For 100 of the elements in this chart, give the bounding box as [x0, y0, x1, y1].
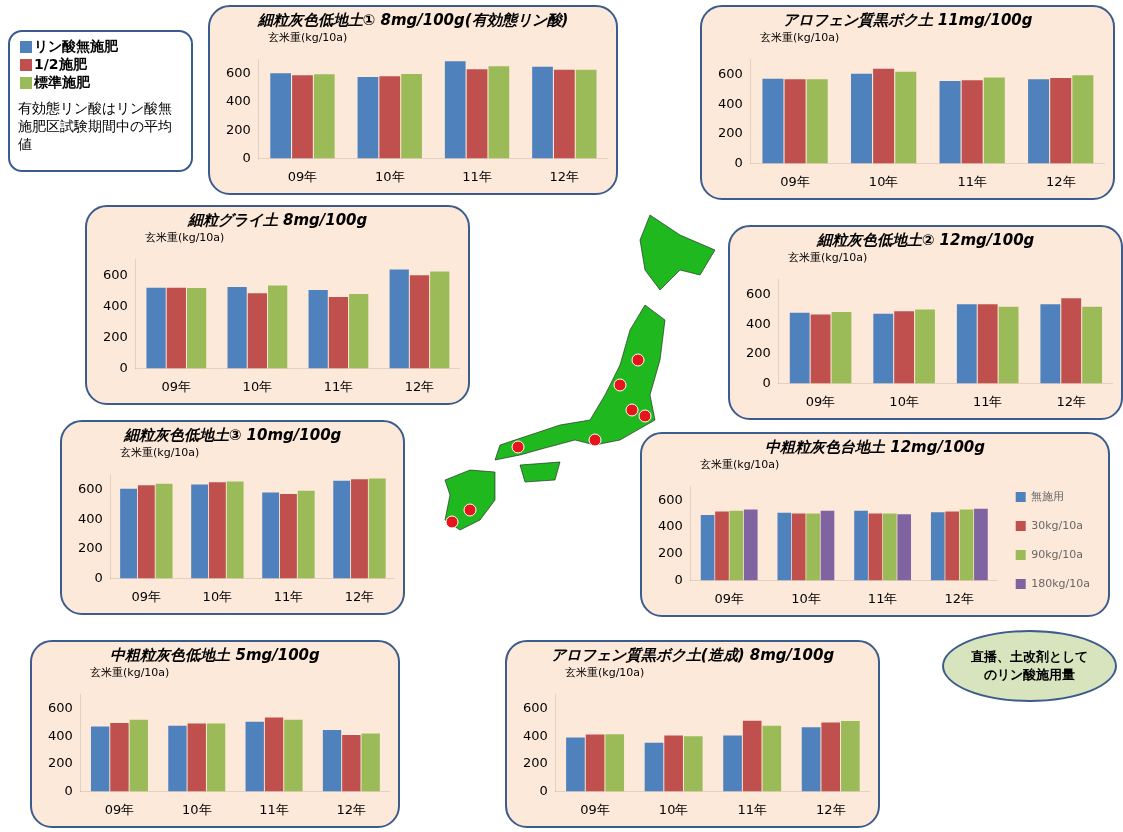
y-tick-label: 400	[717, 95, 743, 111]
bar	[292, 75, 313, 159]
bar	[322, 729, 342, 792]
y-tick-label: 200	[717, 125, 743, 141]
bar	[90, 726, 110, 792]
x-tick-label: 09年	[131, 588, 162, 604]
x-tick-label: 12年	[404, 378, 435, 394]
bar	[168, 725, 187, 792]
y-tick-label: 600	[745, 285, 771, 301]
x-tick-label: 11年	[867, 590, 898, 606]
bar	[894, 311, 915, 384]
legend-label: リン酸無施肥	[34, 38, 118, 56]
bar	[227, 286, 247, 369]
y-tick-label: 200	[657, 545, 683, 561]
bar	[801, 727, 821, 792]
x-tick-label: 12年	[815, 801, 846, 817]
bar	[762, 725, 782, 792]
bar	[308, 290, 328, 369]
bar	[841, 721, 860, 792]
y-tick-label: 0	[674, 571, 683, 587]
y-tick-label: 400	[745, 315, 771, 331]
y-tick-label: 200	[77, 540, 103, 556]
legend-label: 180kg/10a	[1031, 576, 1090, 590]
text: 直播、土改剤としてのリン酸施用量	[942, 630, 1117, 702]
y-tick-label: 200	[225, 121, 251, 137]
y-tick-label: 400	[47, 727, 73, 743]
bar	[186, 288, 207, 369]
bar	[166, 287, 186, 369]
y-tick-label: 400	[522, 727, 548, 743]
y-axis-title: 玄米重(kg/10a)	[120, 445, 201, 459]
legend-label: 30kg/10a	[1031, 518, 1083, 532]
bar	[342, 735, 361, 792]
x-tick-label: 11年	[972, 393, 1003, 409]
bar	[208, 482, 226, 579]
bar	[1028, 79, 1050, 164]
bar	[700, 514, 715, 581]
y-axis-title: 玄米重(kg/10a)	[700, 457, 781, 471]
bar	[777, 512, 792, 581]
x-tick-label: 12年	[1056, 393, 1086, 409]
bar	[553, 69, 575, 159]
bar	[644, 742, 664, 792]
bar	[930, 512, 945, 581]
y-tick-label: 0	[119, 359, 128, 375]
bar	[379, 76, 401, 159]
bar	[585, 734, 605, 792]
bar	[784, 79, 806, 164]
x-tick-label: 10年	[658, 801, 689, 817]
bar	[357, 76, 379, 159]
x-tick-label: 10年	[181, 801, 212, 817]
x-tick-label: 09年	[714, 590, 744, 606]
bar	[1050, 78, 1072, 164]
bar	[605, 734, 625, 792]
bar	[959, 509, 974, 581]
bar	[895, 71, 917, 164]
x-tick-label: 12年	[944, 590, 975, 606]
bar	[1072, 75, 1094, 164]
y-axis-title: 玄米重(kg/10a)	[788, 250, 869, 264]
bar	[488, 66, 510, 159]
x-tick-label: 11年	[259, 801, 289, 817]
y-tick-label: 200	[47, 755, 73, 771]
bar	[762, 78, 784, 164]
bar	[297, 490, 315, 579]
y-tick-label: 400	[657, 518, 683, 534]
x-tick-label: 10年	[374, 168, 405, 184]
bar	[566, 737, 585, 792]
y-tick-label: 600	[225, 65, 251, 81]
bar	[854, 510, 868, 581]
bar	[245, 721, 264, 792]
y-tick-label: 600	[717, 65, 743, 81]
x-tick-label: 12年	[336, 801, 367, 817]
y-axis-title: 玄米重(kg/10a)	[90, 665, 171, 679]
bar	[187, 723, 206, 792]
x-tick-label: 10年	[242, 378, 273, 394]
y-tick-label: 600	[77, 480, 103, 496]
x-tick-label: 12年	[344, 588, 375, 604]
bar	[806, 513, 820, 581]
chart-title: 細粒グライ土 8mg/100g	[186, 211, 369, 230]
x-tick-label: 12年	[1045, 173, 1076, 189]
bar	[998, 306, 1019, 384]
chart-title: 細粒灰色低地土② 12mg/100g	[815, 231, 1036, 250]
y-axis-title: 玄米重(kg/10a)	[268, 30, 349, 44]
x-tick-label: 10年	[889, 393, 919, 409]
bar	[974, 508, 988, 581]
bar	[882, 513, 897, 581]
x-tick-label: 11年	[737, 801, 767, 817]
bar	[715, 511, 729, 581]
y-tick-label: 600	[657, 491, 683, 507]
bar	[977, 304, 998, 384]
bar	[820, 510, 835, 581]
x-tick-label: 09年	[287, 168, 318, 184]
x-tick-label: 10年	[868, 173, 899, 189]
x-tick-label: 11年	[273, 588, 304, 604]
x-tick-label: 09年	[161, 378, 192, 394]
y-tick-label: 600	[522, 699, 548, 715]
x-tick-label: 11年	[462, 168, 492, 184]
x-tick-label: 11年	[957, 173, 987, 189]
x-tick-label: 09年	[780, 173, 810, 189]
bar	[351, 479, 368, 579]
bar	[729, 510, 744, 581]
y-tick-label: 200	[745, 345, 771, 361]
